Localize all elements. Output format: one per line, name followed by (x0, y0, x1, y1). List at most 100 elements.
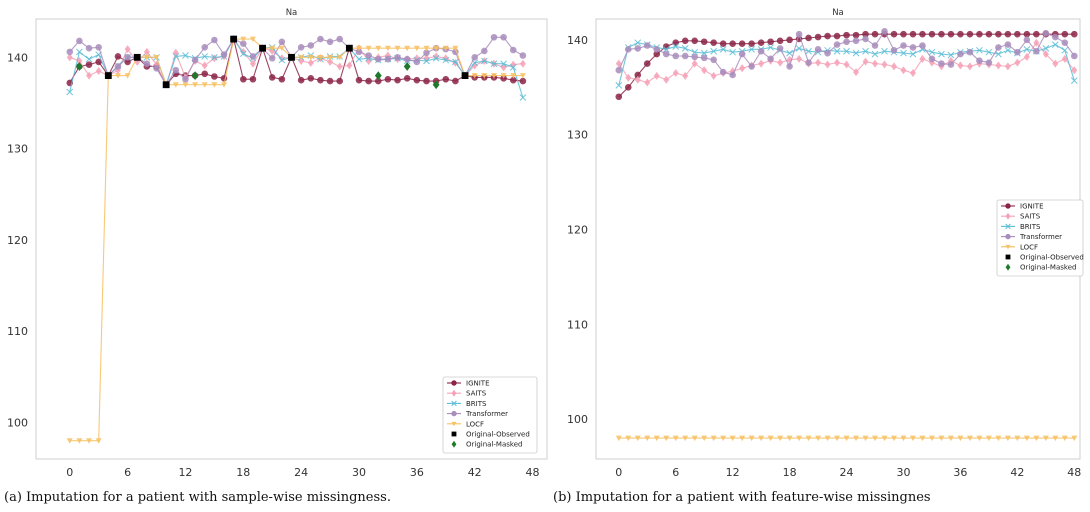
point-original-masked (432, 80, 440, 90)
point-locf (182, 82, 189, 88)
point-locf (423, 45, 430, 52)
point-saits (796, 54, 803, 63)
point-brits (1051, 41, 1059, 48)
point-saits (336, 62, 343, 71)
point-locf (1023, 435, 1030, 442)
point-saits (66, 53, 73, 62)
y-tick-label-120: 120 (7, 234, 28, 247)
point-saits (900, 66, 907, 75)
point-brits (947, 51, 955, 59)
point-locf (278, 45, 285, 52)
point-ignite (928, 30, 936, 38)
point-saits (1071, 66, 1078, 75)
legend-marker-saits (1005, 212, 1011, 220)
point-saits (201, 61, 208, 70)
point-locf (192, 82, 199, 88)
point-ignite (278, 75, 286, 83)
point-locf (442, 45, 449, 52)
y-tick-label-140: 140 (567, 34, 588, 47)
point-brits (211, 53, 218, 61)
point-transformer (643, 42, 651, 49)
point-ignite (767, 38, 774, 46)
point-saits (966, 62, 973, 71)
point-brits (423, 57, 430, 65)
point-brits (681, 45, 689, 52)
point-locf (86, 438, 93, 444)
point-locf (240, 36, 247, 43)
legend-label-original-observed: Original-Observed (1020, 254, 1084, 262)
point-locf (394, 45, 401, 52)
point-transformer (1071, 52, 1078, 60)
y-tick-label-130: 130 (567, 129, 588, 142)
point-transformer (66, 48, 74, 56)
point-saits (872, 59, 879, 68)
point-saits (701, 66, 708, 75)
point-locf (853, 435, 860, 442)
point-locf (490, 73, 497, 79)
point-locf (153, 54, 160, 61)
point-saits (86, 71, 93, 80)
point-brits (862, 47, 869, 55)
y-tick-label-110: 110 (7, 325, 28, 338)
point-brits (1061, 46, 1069, 54)
point-locf (890, 435, 897, 442)
x-tick-label-36: 36 (953, 466, 967, 479)
point-locf (919, 435, 926, 442)
legend: IGNITE SAITS BRITS Transformer LOCF Original-… (996, 199, 1084, 277)
legend-marker-saits (451, 389, 457, 397)
point-ignite (615, 93, 623, 101)
point-original-observed (230, 35, 238, 43)
point-brits (201, 53, 209, 60)
point-transformer (767, 55, 774, 63)
point-transformer (1004, 41, 1012, 48)
point-brits (871, 50, 879, 58)
point-transformer (985, 59, 993, 66)
point-brits (480, 57, 488, 65)
point-transformer (957, 50, 964, 58)
point-ignite (355, 76, 363, 84)
point-ignite (1071, 30, 1078, 38)
point-ignite (871, 30, 879, 38)
point-original-masked (191, 71, 199, 80)
x-tick-label-6: 6 (124, 466, 131, 479)
point-ignite (211, 73, 218, 80)
point-brits (1070, 77, 1078, 84)
point-brits (278, 56, 286, 64)
point-locf (928, 435, 935, 442)
point-transformer (938, 60, 945, 67)
point-ignite (890, 30, 898, 38)
legend-marker-ignite (451, 380, 457, 386)
legend-label-brits: BRITS (1020, 223, 1041, 231)
point-original-observed (162, 81, 170, 89)
point-transformer (871, 42, 879, 49)
x-tick-label-18: 18 (783, 466, 797, 479)
point-brits (729, 48, 737, 56)
point-locf (653, 435, 660, 442)
point-saits (957, 61, 964, 70)
point-ignite (442, 75, 450, 83)
point-transformer (700, 54, 708, 62)
point-transformer (509, 46, 517, 54)
caption-a: (a) Imputation for a patient with sample… (4, 490, 391, 505)
point-original-observed (133, 53, 141, 61)
point-transformer (307, 42, 315, 49)
point-locf (143, 54, 150, 61)
point-brits (786, 49, 793, 57)
point-locf (615, 435, 622, 442)
point-locf (500, 73, 507, 79)
point-ignite (114, 53, 122, 60)
point-ignite (384, 75, 392, 83)
x-tick-label-0: 0 (66, 466, 73, 479)
point-saits (758, 59, 765, 68)
legend-box (996, 199, 1084, 277)
point-saits (471, 61, 478, 70)
point-brits (672, 43, 680, 50)
point-brits (490, 60, 498, 68)
point-ignite (748, 40, 755, 47)
point-locf (336, 54, 343, 61)
point-locf (1033, 435, 1040, 442)
point-locf (76, 438, 83, 444)
point-transformer (384, 55, 392, 63)
point-ignite (985, 30, 993, 38)
point-transformer (653, 46, 661, 53)
